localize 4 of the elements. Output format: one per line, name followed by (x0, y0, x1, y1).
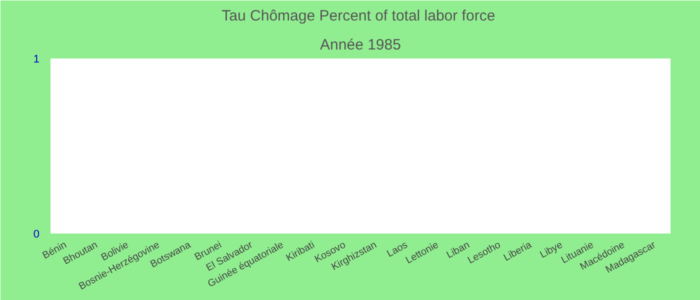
y-tick-label: 1 (33, 54, 40, 66)
chart-subtitle: Année 1985 (320, 36, 401, 54)
y-tick-label: 0 (33, 228, 40, 240)
chart-title: Tau Chômage Percent of total labor force (222, 8, 496, 24)
